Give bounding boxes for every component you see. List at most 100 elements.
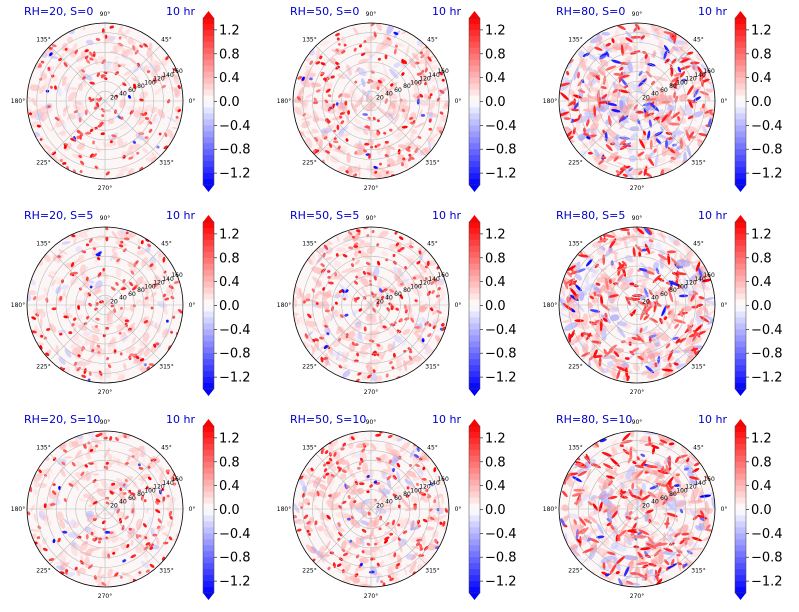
field-cell bbox=[655, 569, 659, 582]
colorbar-segment bbox=[469, 239, 480, 247]
field-cell bbox=[344, 100, 348, 106]
colorbar-segment bbox=[735, 503, 746, 510]
field-blob bbox=[586, 96, 601, 102]
field-blob bbox=[361, 243, 365, 253]
field-blob bbox=[706, 300, 715, 306]
field-blob bbox=[354, 126, 362, 131]
field-cell bbox=[624, 357, 630, 360]
field-blob bbox=[595, 494, 610, 499]
field-cell bbox=[430, 307, 434, 312]
field-cell bbox=[95, 325, 98, 328]
colorbar-segment bbox=[469, 539, 480, 546]
angle-tick-label: 135° bbox=[302, 37, 316, 44]
radial-tick-label: 20 bbox=[642, 298, 650, 305]
field-cell bbox=[351, 235, 355, 239]
angle-tick-label: 135° bbox=[36, 241, 50, 248]
colorbar-segment bbox=[469, 449, 480, 457]
field-cell bbox=[336, 37, 340, 41]
field-blob bbox=[340, 145, 348, 153]
field-cell bbox=[570, 108, 580, 112]
colorbar-segment bbox=[203, 41, 214, 49]
field-blob bbox=[423, 480, 431, 483]
field-cell bbox=[326, 332, 330, 336]
field-cell bbox=[145, 542, 151, 546]
field-blob bbox=[419, 253, 424, 262]
colorbar-tick-label: −1.2 bbox=[751, 167, 783, 182]
field-cell bbox=[344, 313, 349, 317]
field-cell bbox=[625, 580, 634, 585]
field-cell bbox=[114, 572, 119, 578]
field-blob bbox=[404, 360, 414, 366]
field-cell bbox=[323, 463, 327, 467]
radial-tick-label: 140 bbox=[162, 276, 174, 283]
field-blob bbox=[127, 38, 137, 45]
field-blob bbox=[320, 40, 330, 46]
field-cell bbox=[333, 129, 337, 133]
field-cell bbox=[601, 451, 613, 457]
field-cell bbox=[679, 508, 684, 514]
field-blob bbox=[111, 245, 117, 253]
colorbar-segment bbox=[469, 47, 480, 55]
field-cell bbox=[76, 366, 81, 372]
field-blob bbox=[48, 274, 54, 279]
radial-tick-label: 60 bbox=[394, 495, 402, 502]
field-blob bbox=[657, 157, 666, 164]
field-blob bbox=[47, 55, 59, 59]
field-blob bbox=[665, 103, 673, 107]
field-blob bbox=[426, 275, 434, 283]
field-blob bbox=[370, 443, 377, 450]
field-cell bbox=[677, 116, 681, 121]
field-blob bbox=[337, 165, 347, 173]
field-cell bbox=[595, 282, 601, 286]
field-blob bbox=[684, 104, 693, 118]
field-blob bbox=[640, 335, 647, 347]
field-blob bbox=[344, 575, 352, 581]
colorbar-segment bbox=[203, 329, 214, 336]
field-cell bbox=[86, 315, 90, 320]
field-cell bbox=[69, 272, 73, 276]
field-blob bbox=[378, 315, 383, 325]
field-cell bbox=[636, 561, 649, 566]
field-cell bbox=[325, 88, 331, 93]
colorbar-segment bbox=[735, 539, 746, 546]
field-cell bbox=[666, 512, 678, 518]
colorbar-segment bbox=[203, 377, 214, 384]
colorbar-segment bbox=[203, 317, 214, 324]
colorbar-segment bbox=[469, 113, 480, 120]
field-cell bbox=[327, 566, 331, 571]
field-blob bbox=[311, 252, 316, 266]
field-blob bbox=[306, 331, 314, 337]
field-cell bbox=[601, 155, 607, 159]
field-cell bbox=[327, 270, 331, 273]
colorbar-segment bbox=[469, 293, 480, 300]
field-cell bbox=[80, 160, 85, 165]
field-blob bbox=[125, 346, 136, 354]
field-blob bbox=[137, 237, 141, 246]
field-cell bbox=[392, 353, 396, 358]
field-cell bbox=[129, 353, 135, 357]
field-cell bbox=[666, 137, 673, 140]
colorbar-segment bbox=[203, 509, 214, 516]
field-cell bbox=[638, 138, 646, 149]
field-blob bbox=[319, 291, 333, 298]
field-cell bbox=[573, 498, 582, 505]
field-blob bbox=[418, 553, 422, 567]
field-cell bbox=[54, 116, 60, 121]
field-cell bbox=[428, 95, 432, 100]
field-cell bbox=[690, 347, 699, 352]
field-blob bbox=[561, 504, 569, 512]
field-blob bbox=[653, 75, 668, 82]
field-blob bbox=[711, 496, 715, 509]
field-cell bbox=[96, 257, 101, 261]
radial-tick-label: 120 bbox=[153, 484, 165, 491]
colorbar-tick-label: −0.8 bbox=[219, 551, 251, 566]
field-blob bbox=[302, 342, 309, 348]
radial-tick-label: 40 bbox=[385, 91, 393, 98]
field-blob bbox=[362, 470, 367, 480]
angle-tick-label: 270° bbox=[98, 593, 112, 600]
field-blob bbox=[424, 345, 431, 350]
field-blob bbox=[154, 64, 161, 72]
colorbar-segment bbox=[735, 65, 746, 73]
field-blob bbox=[359, 251, 371, 260]
